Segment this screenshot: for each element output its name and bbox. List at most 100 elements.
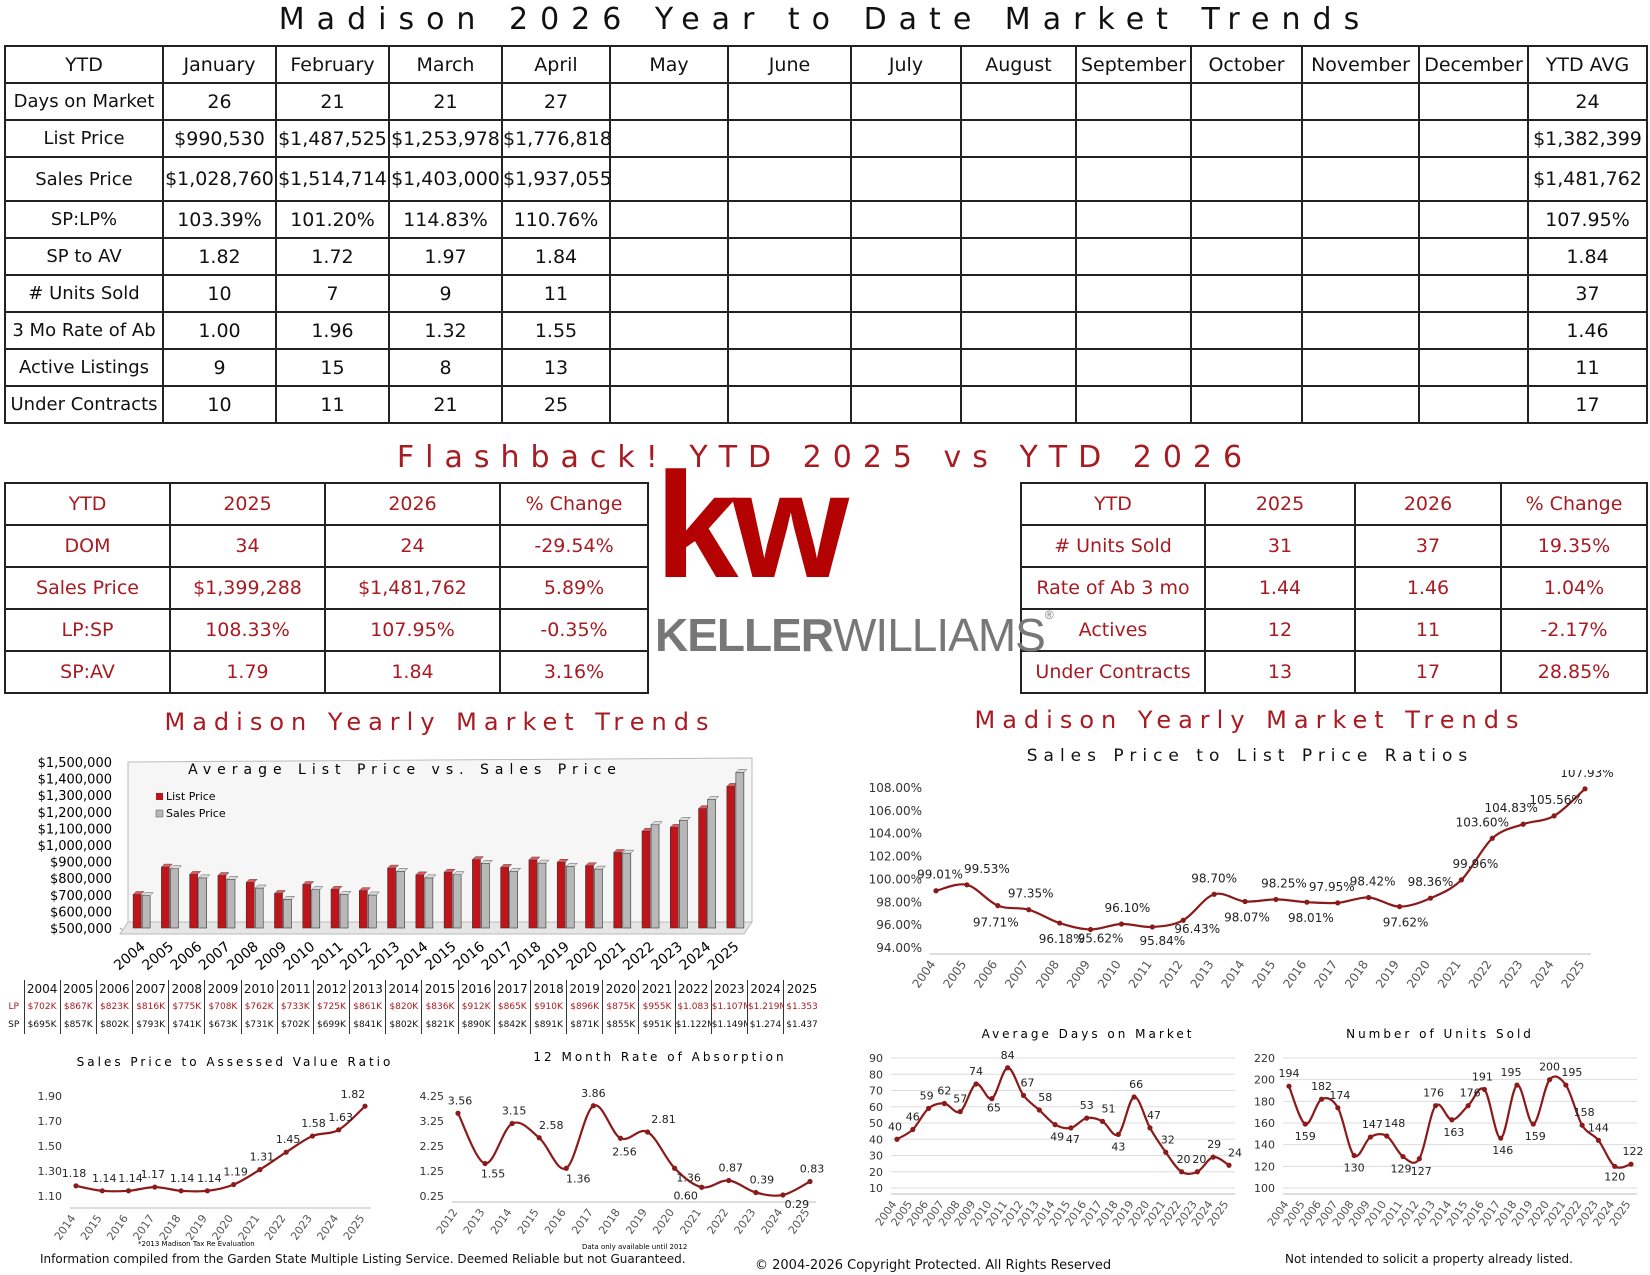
data-label: 40 [888,1120,902,1133]
ytd-cell [1075,119,1192,158]
x-tick-label: 2023 [288,1212,315,1242]
data-point [1351,1152,1357,1159]
data-point [1514,1082,1520,1088]
y-tick-label: 220 [1254,1052,1275,1065]
ytd-cell [609,348,729,387]
values-cell: $702K [23,998,61,1016]
chart-note: Data only available until 2012 [582,1243,687,1251]
y-tick-label: 2.25 [420,1140,444,1153]
ytd-cell [727,119,852,158]
bar-sales-price [707,799,716,929]
ytd-cell [1190,200,1303,239]
ytd-cell [960,237,1077,276]
bar-top [424,874,437,879]
bar-sales-price [368,894,377,929]
data-label: 129 [1391,1163,1412,1176]
ytd-cell [850,348,962,387]
ytd-cell [960,385,1077,424]
data-point [1612,1163,1618,1169]
values-cell: $1.274 [746,1016,784,1034]
x-tick-label: 2010 [1095,958,1124,991]
values-cell: $820K [385,998,422,1016]
ytd-header-cell: July [850,45,962,84]
values-year-cell: 2014 [385,980,422,998]
data-point [1546,1077,1553,1083]
values-cell: $1.107M [710,998,748,1016]
flashback-row-label: Sales Price [4,566,171,610]
bar-list-price [274,893,283,929]
bar-sales-price [452,874,462,929]
data-point [1147,1125,1153,1131]
ytd-header-cell: October [1190,45,1303,84]
data-label: 1.55 [481,1168,506,1181]
ytd-row-label: List Price [4,119,164,158]
x-tick-label: 2006 [168,939,206,974]
flashback-cell: -0.35% [499,608,649,652]
data-point [1335,1105,1341,1111]
series-line [1287,1075,1632,1169]
x-tick-label: 2021 [592,939,630,974]
values-year-cell: 2007 [132,980,169,998]
data-label: 120 [1604,1170,1625,1183]
data-label: 0.29 [785,1198,810,1211]
bar-top [217,872,230,876]
bar-top [254,884,267,889]
y-tick-label: 80 [869,1068,883,1081]
flashback-row-label: Rate of Ab 3 mo [1020,566,1206,610]
data-label: 1.19 [223,1166,248,1179]
ytd-cell [960,274,1077,313]
y-tick-label: 30 [869,1150,883,1163]
y-tick-label: 120 [1254,1160,1275,1173]
x-tick-label: 2007 [196,939,234,974]
flashback-left-table: YTD 2025 2026% Change DOM 34 24 -29.54% Sales P… [4,482,649,694]
values-year-cell: 2024 [746,980,784,998]
data-point [1163,1149,1169,1155]
ytd-cell [850,82,962,121]
x-tick-label: 2025 [341,1212,368,1242]
data-label: 147 [1362,1118,1383,1131]
ytd-cell: 15 [275,348,390,387]
flashback-header-cell: YTD [4,482,171,526]
ytd-cell [960,200,1077,239]
ytd-cell [1190,119,1303,158]
ytd-header-cell: November [1301,45,1420,84]
data-label: 122 [1623,1145,1644,1158]
x-tick-label: 2016 [542,1206,569,1236]
flashback-row: Sales Price $1,399,288 $1,481,762 5.89% [4,566,649,610]
sp-lp-ratio-chart: 108.00% 106.00% 104.00% 102.00% 100.00% 98.00… [869,770,1614,991]
data-label: 98.01% [1288,911,1334,925]
flashback-cell: 1.46 [1354,566,1502,610]
data-point [1579,1122,1585,1128]
values-cell: $890K [457,1016,495,1034]
data-point [1036,1107,1042,1113]
flashback-header-row: YTD 2025 2026% Change [4,482,649,526]
flashback-cell: 13 [1204,650,1356,694]
data-label: 2.56 [612,1145,637,1158]
bar-top [141,892,154,896]
data-point [807,1178,813,1185]
bar-list-price [500,867,509,929]
ytd-header-cell: August [960,45,1077,84]
values-cell: $802K [385,1016,422,1034]
values-cell: $816K [132,998,169,1016]
bar-sales-price [537,862,547,929]
data-point [1498,1135,1504,1141]
data-point [1595,1137,1602,1143]
ytd-header-cell: May [609,45,729,84]
y-tick-label: $1,400,000 [38,773,112,788]
bar-list-price [359,890,368,929]
values-cell: $867K [59,998,97,1016]
ytd-avg-cell: 11 [1527,348,1648,387]
kw-logo-reg: ® [1044,608,1054,622]
bar-sales-price [141,895,151,929]
data-point [1384,1133,1390,1139]
ytd-cell: 1.82 [162,237,277,276]
ytd-cell: 103.39% [162,200,277,239]
x-tick-label: 2021 [236,1212,263,1242]
ytd-cell [609,385,729,424]
ytd-cell [1075,156,1192,202]
ytd-cell: 21 [388,82,503,121]
bar-top [245,879,258,883]
data-point [509,1120,515,1127]
series-line [457,1104,811,1197]
